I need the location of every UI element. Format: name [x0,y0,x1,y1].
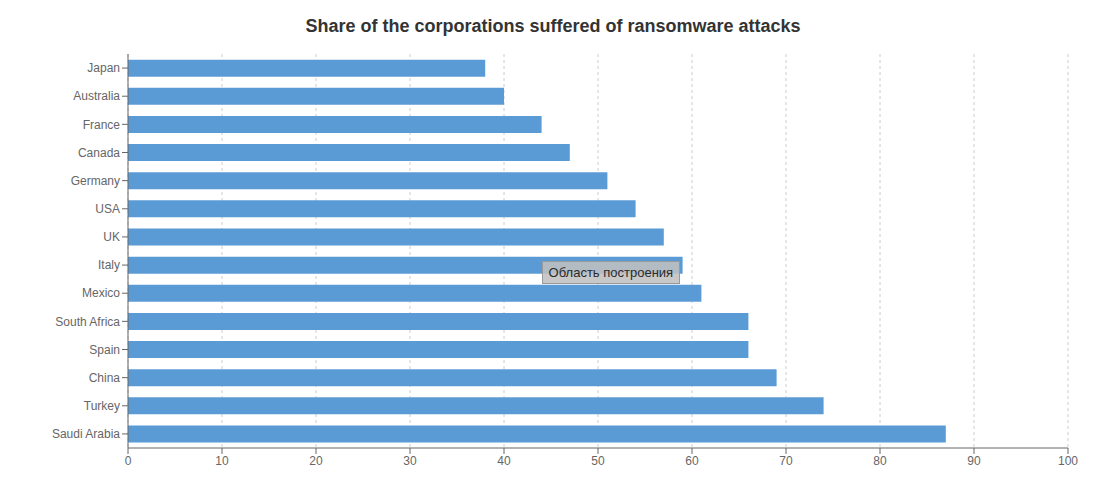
svg-text:Canada: Canada [78,146,120,160]
svg-text:70: 70 [779,454,793,468]
svg-text:20: 20 [309,454,323,468]
svg-text:60: 60 [685,454,699,468]
html-text:Share of the corporations suff: Share of the corporations suffered of ra… [305,16,801,36]
svg-text:Germany: Germany [71,174,120,188]
svg-text:Spain: Spain [89,343,120,357]
svg-text:Saudi Arabia: Saudi Arabia [52,427,120,441]
svg-text:30: 30 [403,454,417,468]
svg-text:100: 100 [1058,454,1078,468]
svg-text:Australia: Australia [73,89,120,103]
svg-text:China: China [89,371,121,385]
svg-text:40: 40 [497,454,511,468]
svg-text:UK: UK [103,230,120,244]
svg-text:Mexico: Mexico [82,286,120,300]
svg-text:50: 50 [591,454,605,468]
html-text:Область построения: Область построения [548,264,674,280]
svg-text:90: 90 [967,454,981,468]
svg-text:Italy: Italy [98,258,120,272]
svg-text:Japan: Japan [87,61,120,75]
svg-text:South Africa: South Africa [55,315,120,329]
svg-text:10: 10 [215,454,229,468]
svg-text:80: 80 [873,454,887,468]
svg-text:0: 0 [125,454,132,468]
svg-text:Turkey: Turkey [84,399,120,413]
svg-text:USA: USA [95,202,120,216]
svg-text:France: France [83,118,121,132]
